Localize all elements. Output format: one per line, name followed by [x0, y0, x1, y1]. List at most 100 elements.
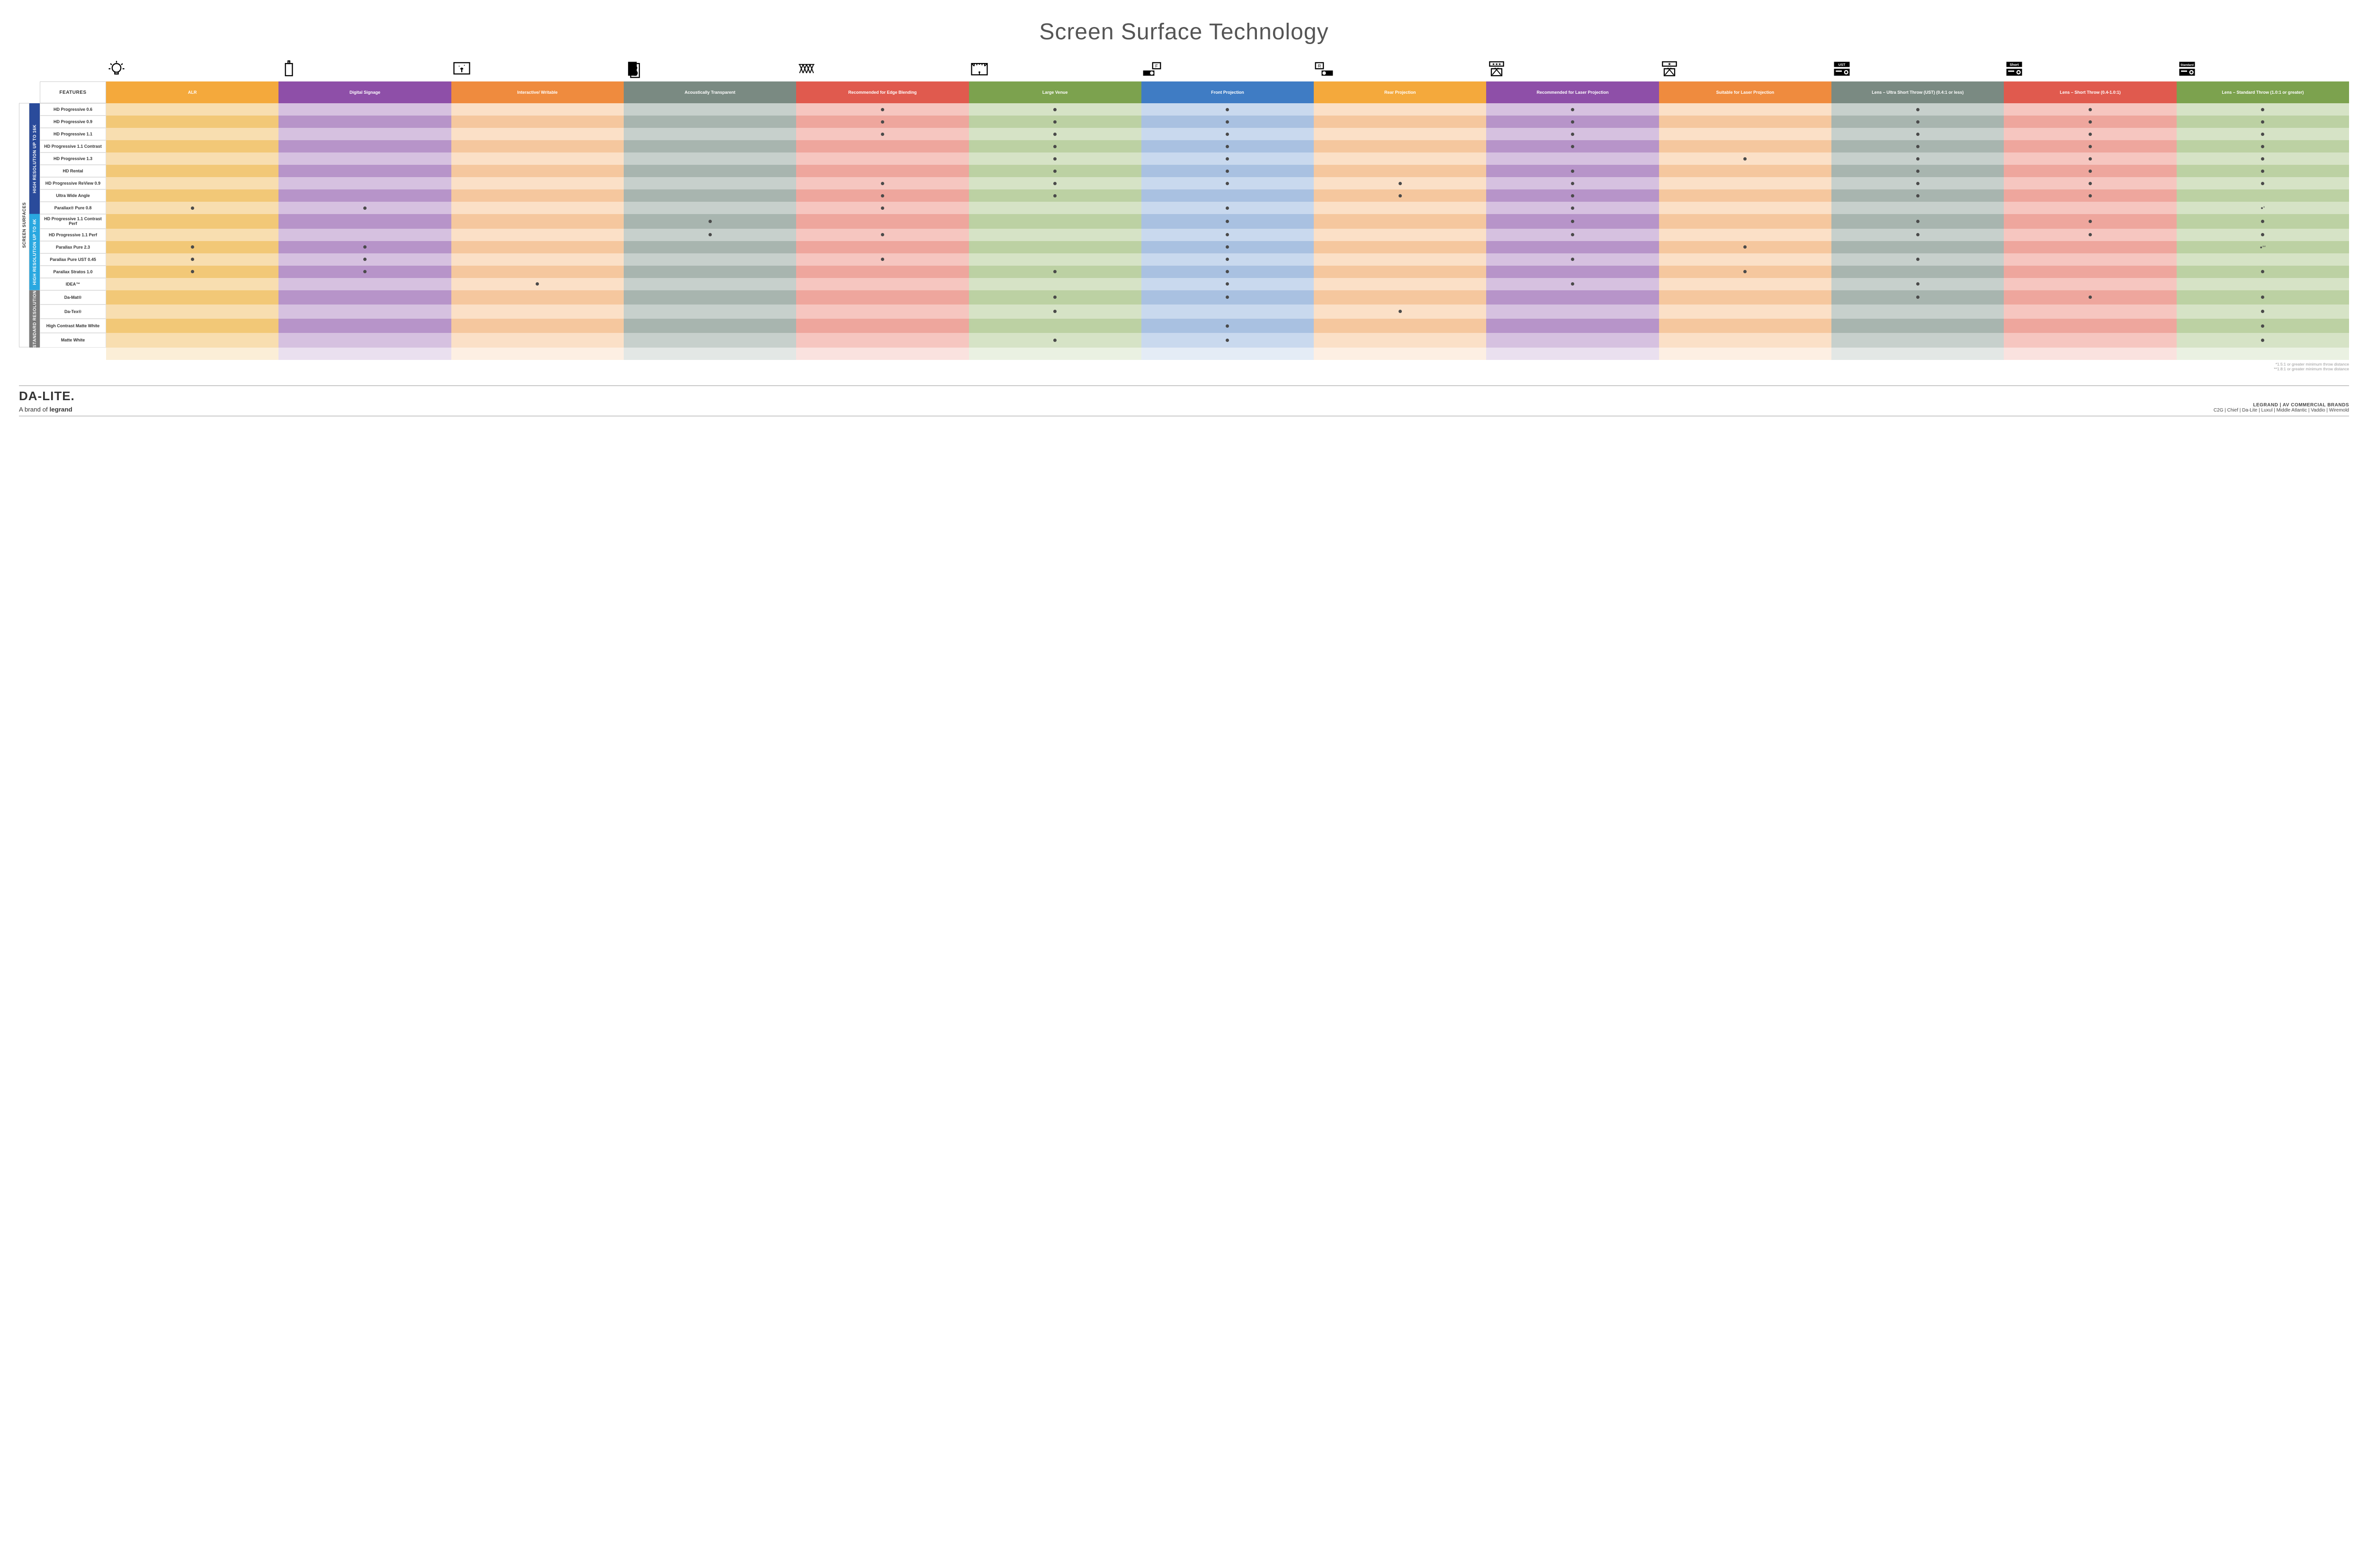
group-label-g16k: HIGH RESOLUTION UP TO 16K [29, 103, 40, 214]
cell [624, 202, 796, 214]
group-label-gstd: STANDARD RESOLUTION [29, 290, 40, 348]
cell [278, 214, 451, 229]
proj-short-icon: Short [2004, 59, 2176, 81]
cell [1141, 253, 1314, 266]
cell [1659, 333, 1831, 347]
cell [969, 214, 1141, 229]
cell [1314, 165, 1486, 177]
cell [1141, 319, 1314, 333]
cell [1314, 214, 1486, 229]
cell [278, 202, 451, 214]
cell [106, 214, 278, 229]
cell [1141, 140, 1314, 152]
cell [1314, 278, 1486, 290]
cell [2004, 214, 2176, 229]
cell [624, 229, 796, 241]
cell: ●** [2177, 241, 2349, 253]
cell [796, 165, 969, 177]
cell [2004, 140, 2176, 152]
cell [969, 253, 1141, 266]
cell [624, 103, 796, 116]
cell [2004, 103, 2176, 116]
proj-rear-icon: R [1314, 59, 1486, 81]
cell [1141, 305, 1314, 319]
cell [106, 241, 278, 253]
cell [451, 241, 624, 253]
cell [969, 103, 1141, 116]
cell [624, 165, 796, 177]
row-label: Parallax Pure UST 0.45 [40, 253, 106, 266]
cell [2177, 253, 2349, 266]
cell [969, 128, 1141, 140]
cell [796, 214, 969, 229]
cell [451, 214, 624, 229]
cell [969, 333, 1141, 347]
cell [796, 202, 969, 214]
cell [2177, 128, 2349, 140]
cell [106, 253, 278, 266]
svg-text:★★★: ★★★ [1492, 62, 1502, 66]
comparison-chart: FR★★★★USTShortStandardFEATURESALRDigital… [19, 59, 2349, 360]
cell [278, 319, 451, 333]
cell [1659, 266, 1831, 278]
cell [624, 177, 796, 189]
cell [1831, 189, 2004, 202]
cell [106, 319, 278, 333]
cell [106, 333, 278, 347]
cell [1314, 177, 1486, 189]
cell [1486, 241, 1659, 253]
cell [796, 189, 969, 202]
cell [1486, 103, 1659, 116]
col-header-front: Front Projection [1141, 81, 1314, 103]
col-header-acoustic: Acoustically Transparent [624, 81, 796, 103]
cell [1486, 116, 1659, 128]
cell [106, 229, 278, 241]
cell [969, 278, 1141, 290]
speaker-icon [624, 59, 796, 81]
cell [969, 189, 1141, 202]
cell [1831, 319, 2004, 333]
cell [1831, 305, 2004, 319]
cell [2004, 278, 2176, 290]
cell [278, 165, 451, 177]
cell [2177, 229, 2349, 241]
cell [1831, 241, 2004, 253]
cell [1831, 103, 2004, 116]
cell [796, 241, 969, 253]
svg-text:Standard: Standard [2180, 63, 2194, 67]
cell [969, 202, 1141, 214]
cell [624, 116, 796, 128]
cell [2177, 165, 2349, 177]
cell [278, 266, 451, 278]
cell [1486, 290, 1659, 305]
footer: DA-LITE. A brand of legrand LEGRAND | AV… [19, 385, 2349, 416]
cell [1659, 229, 1831, 241]
cell [278, 241, 451, 253]
cell [278, 128, 451, 140]
cell [1314, 103, 1486, 116]
cell [2004, 266, 2176, 278]
cell [1141, 333, 1314, 347]
cell [278, 290, 451, 305]
cell [2004, 128, 2176, 140]
laser-rec-icon: ★★★ [1486, 59, 1659, 81]
cell [106, 103, 278, 116]
row-label: Parallax Pure 2.3 [40, 241, 106, 253]
cell [1831, 152, 2004, 165]
cell [1141, 128, 1314, 140]
cell [451, 278, 624, 290]
cell [1831, 266, 2004, 278]
cell [1141, 165, 1314, 177]
cell [1141, 103, 1314, 116]
cell [1659, 305, 1831, 319]
cell [969, 266, 1141, 278]
bulb-icon [106, 59, 278, 81]
cell [796, 253, 969, 266]
cell [1831, 140, 2004, 152]
cell [969, 319, 1141, 333]
cell [624, 128, 796, 140]
cell [624, 319, 796, 333]
cell [2004, 290, 2176, 305]
cell [1659, 189, 1831, 202]
cell [451, 290, 624, 305]
